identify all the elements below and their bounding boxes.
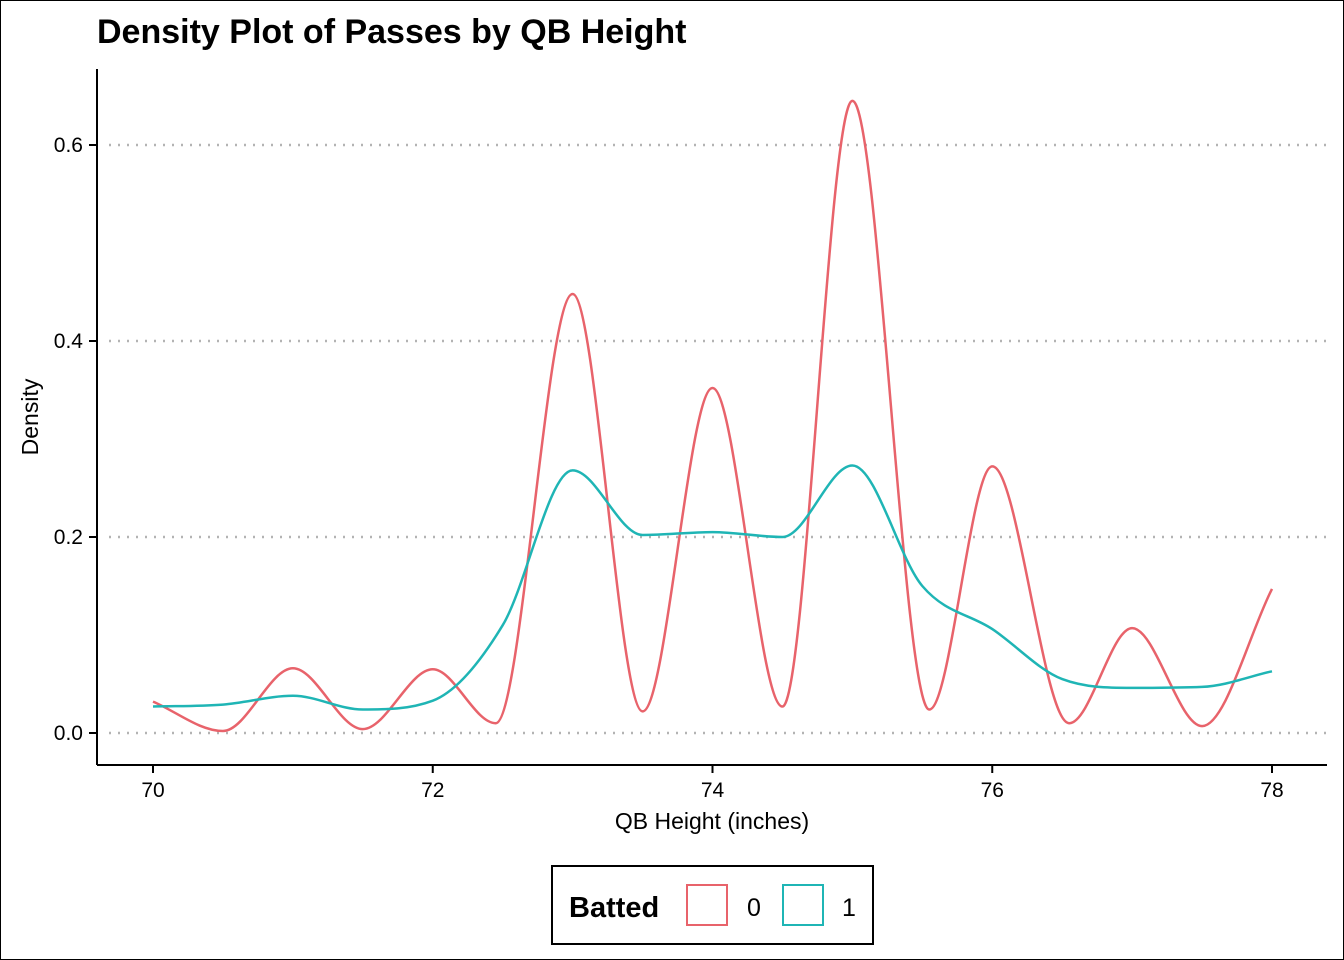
- x-tick-label-4: 78: [1260, 779, 1283, 802]
- legend-key-0: [686, 884, 728, 926]
- x-tick-label-2: 74: [701, 779, 725, 802]
- x-tick-label-0: 70: [141, 779, 164, 802]
- gridlines: [109, 143, 1327, 735]
- series-line-1: [152, 464, 1273, 711]
- x-axis-title: QB Height (inches): [615, 808, 809, 834]
- legend-key-1: [782, 884, 824, 926]
- legend-box: [551, 865, 874, 945]
- legend-title: Batted: [569, 892, 659, 924]
- x-tick-label-1: 72: [421, 779, 444, 802]
- x-tick-label-3: 76: [981, 779, 1004, 802]
- y-tick-label-1: 0.2: [54, 526, 83, 549]
- legend-label-1: 1: [842, 894, 856, 922]
- y-axis-title: Density: [17, 378, 43, 455]
- series-line-0: [152, 99, 1274, 733]
- chart-title: Density Plot of Passes by QB Height: [97, 13, 686, 51]
- y-tick-label-2: 0.4: [54, 330, 84, 353]
- legend: Batted 0 1: [551, 865, 874, 945]
- y-tick-label-3: 0.6: [54, 134, 83, 157]
- series-lines: [152, 99, 1274, 733]
- y-tick-label-0: 0.0: [54, 722, 83, 745]
- axes: 0.0 0.2 0.4 0.6 70 72 74 76 78: [54, 69, 1327, 802]
- legend-label-0: 0: [747, 894, 761, 922]
